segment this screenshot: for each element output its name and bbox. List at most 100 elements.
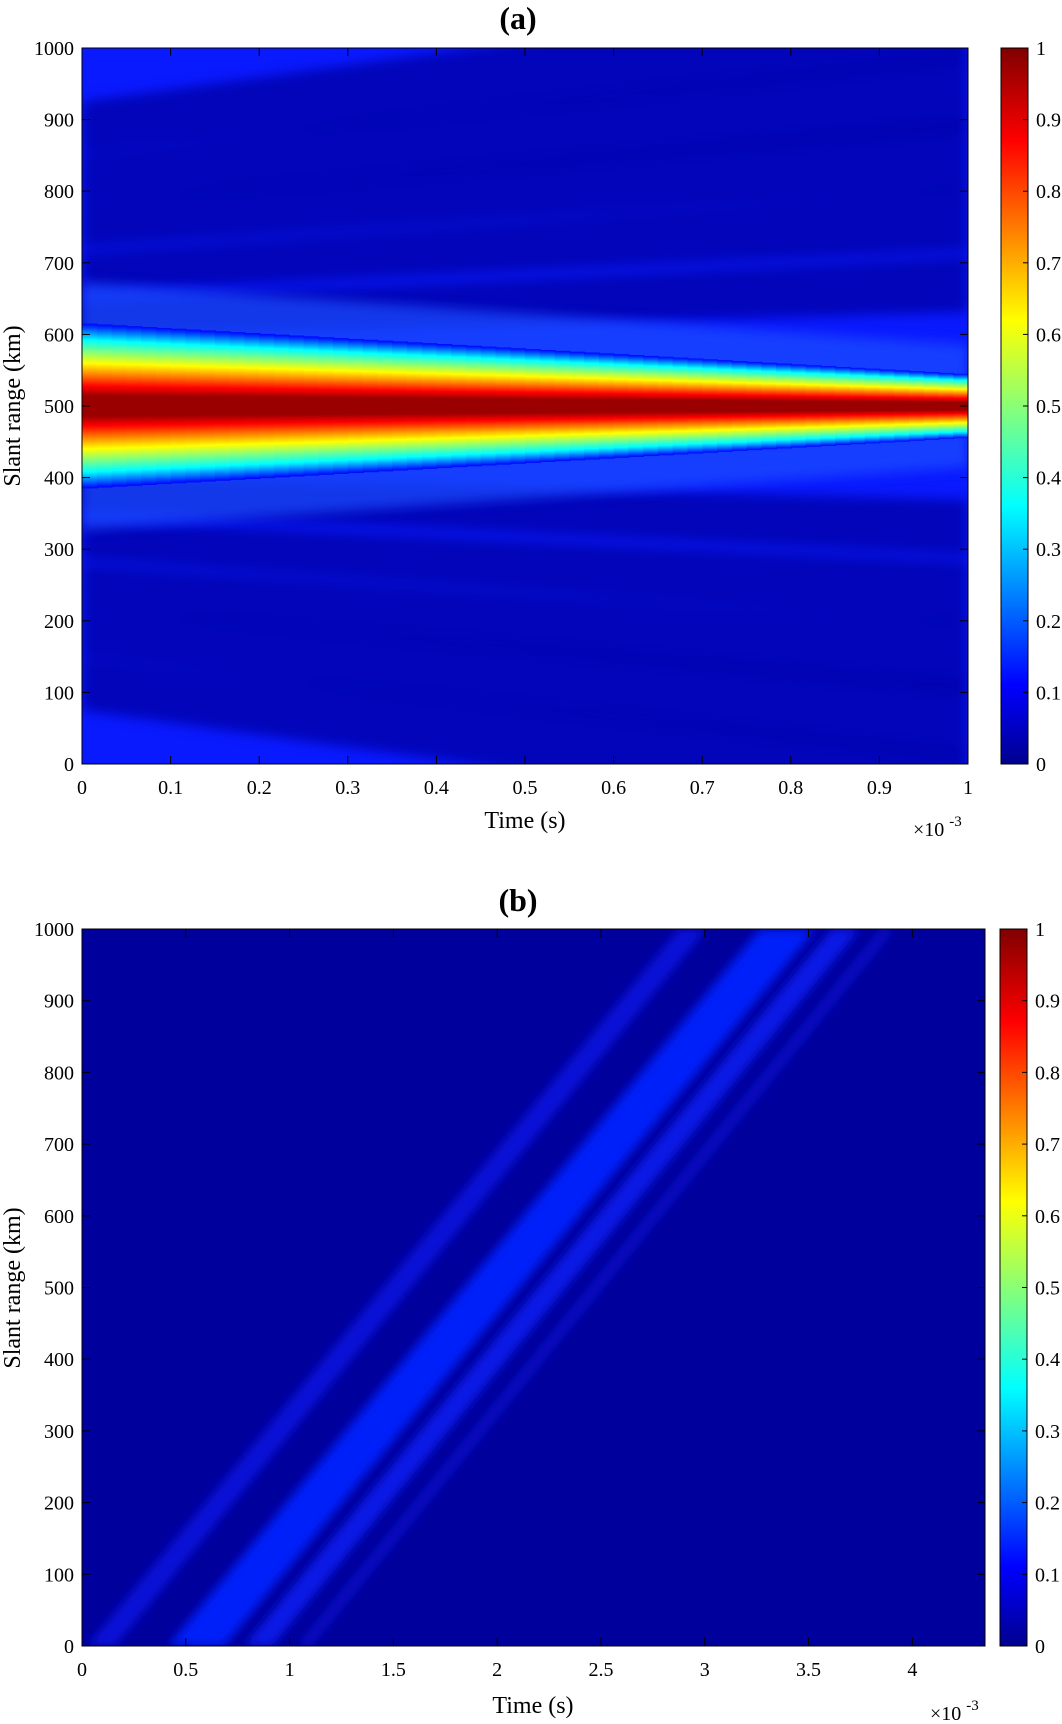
y-tick-label: 1000 [34,919,74,941]
band-outer-left [87,929,707,1646]
colorbar-tick-label: 0.9 [1035,991,1060,1013]
main-lobe-slice [776,363,792,449]
panel-a-x-multiplier-exp: -3 [949,814,962,830]
colorbar-tick-label: 0.3 [1036,539,1061,561]
x-tick-label: 0.5 [173,1659,198,1681]
main-lobe-slice [200,330,216,482]
y-tick-label: 400 [44,1349,74,1371]
colorbar-tick-label: 0.1 [1036,682,1061,704]
panel-a-y-axis: 0 100 200 300 400 500 600 700 800 900 1000 [34,38,968,776]
x-tick-label: 2.5 [588,1659,613,1681]
panel-b-x-multiplier-base: ×10 [930,1703,961,1724]
colorbar-tick-label: 0.4 [1035,1349,1060,1371]
colorbar-tick-label: 0.8 [1035,1062,1060,1084]
band-outer-right [298,929,894,1646]
y-tick-label: 300 [44,1421,74,1443]
y-tick-label: 800 [44,181,74,203]
main-lobe-slice [111,325,128,487]
panel-b-x-label: Time (s) [492,1693,573,1719]
x-tick-label: 0.2 [247,777,272,799]
sidelobe-dark-band [82,121,968,248]
panel-b-x-multiplier-exp: -3 [966,1698,979,1714]
band-core [168,929,816,1646]
main-lobe-slice [613,354,630,458]
colorbar-tick-label: 0.4 [1036,468,1061,490]
x-tick-label: 0.9 [867,777,892,799]
main-lobe-slice [362,339,379,473]
panel-a-title: (a) [499,0,536,36]
panel-a-colorbar-ticks: 0 0.1 0.2 0.3 0.4 0.5 0.6 0.7 0.8 0.9 1 [1023,38,1061,776]
main-lobe-slice [141,327,157,485]
y-tick-label: 1000 [34,38,74,60]
main-lobe-slice [908,371,925,441]
y-tick-label: 600 [44,324,74,346]
x-tick-label: 0.8 [778,777,803,799]
main-lobe-slice [495,347,512,465]
main-lobe-slice [480,346,497,466]
main-lobe-slice [377,340,394,472]
panel-b-field [82,929,985,1646]
main-lobe-slice [333,338,349,474]
colorbar-tick-label: 0 [1035,1636,1045,1658]
panel-b-x-axis: 0 0.5 1 1.5 2 2.5 3 3.5 4 [77,929,917,1681]
x-tick-label: 0 [77,777,87,799]
main-lobe-slice [894,370,910,442]
main-lobe-slice [155,327,172,485]
x-tick-label: 1 [963,777,973,799]
x-tick-label: 0 [77,1659,87,1681]
main-lobe-slice [392,341,408,471]
main-lobe-slice [746,361,763,451]
panel-a-heatmap [82,48,968,764]
sidelobe-dark-band [82,564,968,691]
panel-a-main-lobe [82,282,968,530]
panel-b-title: (b) [498,882,537,918]
y-tick-label: 400 [44,468,74,490]
y-tick-label: 300 [44,539,74,561]
main-lobe-slice [510,348,526,464]
panel-b-y-label: Slant range (km) [0,1207,26,1368]
panel-a-x-axis: 0 0.1 0.2 0.3 0.4 0.5 0.6 0.7 0.8 0.9 1 [77,48,973,799]
main-lobe-slice [657,356,674,456]
colorbar-tick-label: 0.3 [1035,1421,1060,1443]
main-lobe-slice [451,344,467,468]
panel-a-x-multiplier-base: ×10 [913,819,944,841]
main-lobe-slice [214,331,231,481]
x-tick-label: 0.7 [690,777,715,799]
panel-b-x-multiplier: ×10 -3 [930,1698,979,1724]
main-lobe-slice [938,372,955,440]
main-lobe-slice [303,336,320,476]
colorbar-tick-label: 0.8 [1036,181,1061,203]
colorbar-tick-label: 0.7 [1035,1134,1060,1156]
colorbar-tick-label: 0.5 [1036,396,1061,418]
colorbar-tick-label: 0.2 [1035,1493,1060,1515]
colorbar-tick-label: 0.2 [1036,611,1061,633]
y-tick-label: 800 [44,1062,74,1084]
main-lobe-slice [879,369,896,443]
x-tick-label: 3.5 [796,1659,821,1681]
colorbar-tick-label: 0.6 [1035,1206,1060,1228]
main-lobe-slice [525,349,541,463]
x-tick-label: 0.1 [158,777,183,799]
main-lobe-slice [185,329,202,483]
sidelobe-dark-band [82,658,968,764]
y-tick-label: 700 [44,1134,74,1156]
main-lobe-slice [421,343,438,469]
main-lobe-slice [687,358,704,454]
sidelobe-dark-band [82,188,968,292]
y-tick-label: 600 [44,1206,74,1228]
main-lobe-slice [126,326,143,486]
panel-b-colorbar-ticks: 0 0.1 0.2 0.3 0.4 0.5 0.6 0.7 0.8 0.9 1 [1022,919,1060,1658]
main-lobe-slice [864,368,881,444]
colorbar-tick-label: 0 [1036,754,1046,776]
main-lobe-slice [628,355,645,457]
main-lobe-slice [643,355,659,457]
y-tick-label: 0 [64,1636,74,1658]
main-lobe-slice [170,328,187,484]
main-lobe-slice [849,367,866,445]
main-lobe-slice [273,334,290,478]
y-tick-label: 500 [44,396,74,418]
main-lobe-slice [436,344,453,468]
y-tick-label: 200 [44,1493,74,1515]
main-lobe-slice [465,345,482,467]
x-tick-label: 1.5 [381,1659,406,1681]
